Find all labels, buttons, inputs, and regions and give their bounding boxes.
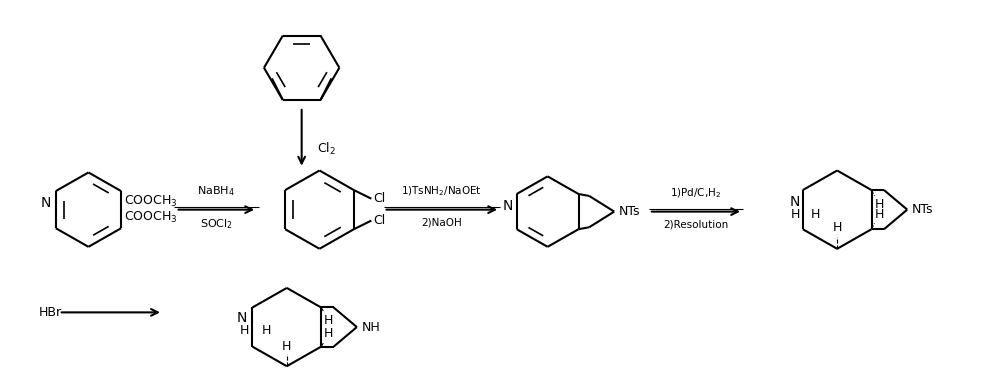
Text: SOCl$_2$: SOCl$_2$	[200, 217, 233, 231]
Text: H: H	[324, 314, 333, 327]
Text: Cl: Cl	[373, 192, 386, 205]
Text: HBr: HBr	[39, 306, 62, 319]
Text: H: H	[282, 339, 291, 353]
Text: H: H	[874, 198, 884, 211]
Text: H: H	[240, 324, 249, 337]
Text: N: N	[40, 196, 51, 210]
Text: 2)Resolution: 2)Resolution	[663, 219, 729, 229]
Text: Cl: Cl	[373, 214, 386, 227]
Text: COOCH$_3$: COOCH$_3$	[124, 210, 178, 225]
Text: H: H	[832, 221, 842, 234]
Text: N: N	[502, 199, 513, 213]
Text: 1)TsNH$_2$/NaOEt: 1)TsNH$_2$/NaOEt	[401, 184, 482, 198]
Text: 2)NaOH: 2)NaOH	[421, 217, 462, 228]
Text: N: N	[237, 312, 247, 325]
Text: Cl$_2$: Cl$_2$	[317, 141, 335, 157]
Text: H: H	[324, 327, 333, 340]
Text: N: N	[789, 195, 800, 209]
Text: H: H	[790, 208, 800, 221]
Text: H: H	[874, 208, 884, 221]
Text: NTs: NTs	[619, 205, 641, 218]
Text: NaBH$_4$: NaBH$_4$	[197, 184, 235, 198]
Text: H: H	[811, 208, 820, 221]
Text: COOCH$_3$: COOCH$_3$	[124, 194, 178, 209]
Text: NTs: NTs	[912, 203, 934, 216]
Text: NH: NH	[362, 320, 381, 334]
Text: 1)Pd/C,H$_2$: 1)Pd/C,H$_2$	[670, 186, 722, 200]
Text: H: H	[261, 324, 271, 337]
